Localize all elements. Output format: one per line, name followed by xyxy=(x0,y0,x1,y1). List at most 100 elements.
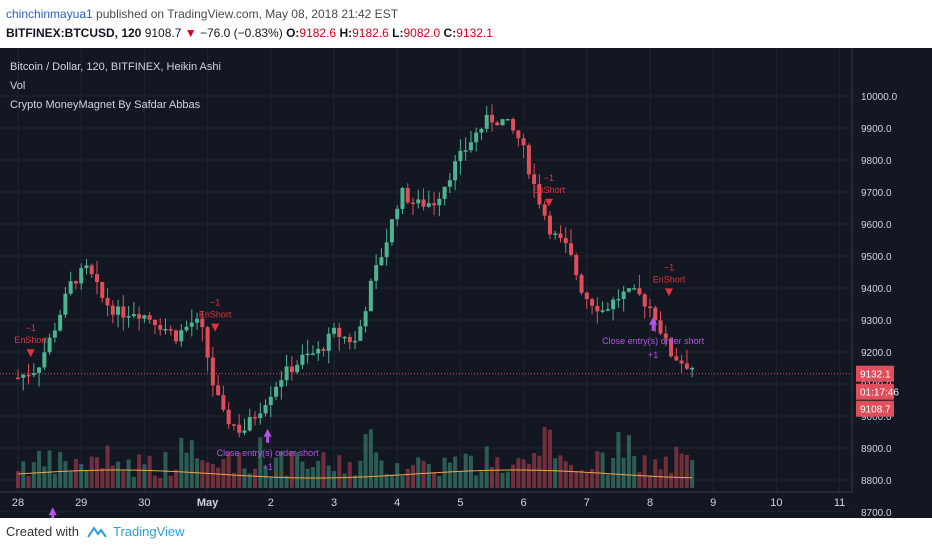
close-value: 9132.1 xyxy=(456,26,493,40)
candle xyxy=(532,174,537,185)
tradingview-brand[interactable]: TradingView xyxy=(112,524,185,539)
price-label: 9108.7 xyxy=(860,405,891,416)
close-arrow-icon xyxy=(263,428,272,437)
volume-bar xyxy=(574,470,579,488)
candle xyxy=(242,430,247,433)
volume-bar xyxy=(484,446,489,488)
candle xyxy=(458,150,463,162)
candle xyxy=(105,297,110,306)
candle xyxy=(110,305,115,315)
volume-bar xyxy=(653,459,658,488)
volume-bar xyxy=(226,452,231,488)
volume-bar xyxy=(263,467,268,488)
candle xyxy=(690,367,695,370)
volume-bar xyxy=(632,455,637,488)
candle xyxy=(669,338,674,357)
price-axis[interactable]: 10000.0 9900.0 9800.0 9700.0 9600.0 9500.0 940… xyxy=(861,92,898,518)
volume-bar xyxy=(100,467,105,488)
footer: Created with TradingView xyxy=(6,524,185,539)
time-axis[interactable]: 28 29 30 May 2 3 4 5 6 7 8 9 10 11 xyxy=(12,497,845,509)
volume-bar xyxy=(105,445,110,488)
down-arrow-icon: ▼ xyxy=(184,26,197,40)
candle xyxy=(474,132,479,143)
signal-label: EnShort xyxy=(199,310,232,320)
price-tick-label: 8800.0 xyxy=(861,476,892,487)
volume-bar xyxy=(374,452,379,488)
candle xyxy=(463,150,468,152)
volume-bar xyxy=(569,464,573,488)
volume-bar xyxy=(411,465,415,488)
candle xyxy=(653,307,658,321)
volume-bar xyxy=(442,457,447,488)
close-label: Close entry(s) order short xyxy=(602,336,705,346)
signal-label: EnShort xyxy=(14,335,47,345)
volume-bar xyxy=(52,473,57,488)
time-tick-label: 11 xyxy=(834,497,845,509)
volume-bar xyxy=(432,472,437,488)
time-tick-label: 7 xyxy=(584,497,590,509)
candle xyxy=(353,340,358,343)
volume-bar xyxy=(416,457,421,488)
candle xyxy=(479,128,484,133)
volume-bar xyxy=(342,473,347,488)
candle xyxy=(142,315,147,319)
low-label: L: xyxy=(392,26,404,40)
volume-bar xyxy=(663,456,668,488)
price-tick-label: 9500.0 xyxy=(861,252,892,263)
candle xyxy=(131,314,136,317)
candle xyxy=(274,386,279,397)
close-tag: +1 xyxy=(648,350,658,360)
candle xyxy=(663,333,668,339)
short-arrow-icon xyxy=(664,288,673,297)
candle xyxy=(600,310,605,312)
candle xyxy=(184,326,189,331)
close-tag: +1 xyxy=(263,462,273,472)
volume-bar xyxy=(400,475,405,488)
candle xyxy=(547,215,552,235)
candle xyxy=(426,203,431,207)
short-arrow-icon xyxy=(211,323,220,332)
signal-tag: −1 xyxy=(544,173,554,183)
volume-bar xyxy=(600,452,605,488)
volume-bar xyxy=(47,450,52,488)
volume-bars xyxy=(16,427,695,488)
volume-bar xyxy=(163,451,168,488)
volume-bar xyxy=(584,473,589,488)
price-tick-label: 9400.0 xyxy=(861,284,892,295)
candle xyxy=(126,316,131,318)
price-chart[interactable]: −1 EnShort −1 EnShort Close entry(s) order s… xyxy=(0,48,932,518)
time-tick-label: 9 xyxy=(710,497,716,509)
volume-bar xyxy=(337,455,342,488)
candle xyxy=(632,288,637,290)
low-value: 9082.0 xyxy=(403,26,441,40)
candle xyxy=(405,188,410,203)
candle xyxy=(152,319,157,326)
candle xyxy=(595,305,600,312)
candle xyxy=(421,199,426,207)
candle xyxy=(511,119,516,131)
candle xyxy=(73,281,78,284)
volume-bar xyxy=(289,450,294,488)
candle xyxy=(579,275,584,293)
volume-bar xyxy=(490,466,494,488)
open-label: O: xyxy=(286,26,300,40)
candle xyxy=(221,395,226,410)
volume-bar xyxy=(95,457,99,488)
created-with-text: Created with xyxy=(6,524,79,539)
time-tick-label: 10 xyxy=(770,497,782,509)
time-tick-label: 30 xyxy=(138,497,150,509)
signal-label: EnShort xyxy=(533,185,566,195)
candle xyxy=(200,318,205,328)
short-arrow-icon xyxy=(544,198,553,207)
candle xyxy=(332,327,336,334)
chart-grid xyxy=(0,48,852,513)
volume-bar xyxy=(379,460,384,488)
candle xyxy=(447,180,452,187)
volume-bar xyxy=(384,473,389,488)
candle xyxy=(537,184,542,205)
close-arrow-stem xyxy=(51,515,55,518)
candle xyxy=(37,367,42,373)
candle xyxy=(490,114,494,123)
candle xyxy=(205,327,210,358)
author-link[interactable]: chinchinmayua1 xyxy=(6,7,93,21)
